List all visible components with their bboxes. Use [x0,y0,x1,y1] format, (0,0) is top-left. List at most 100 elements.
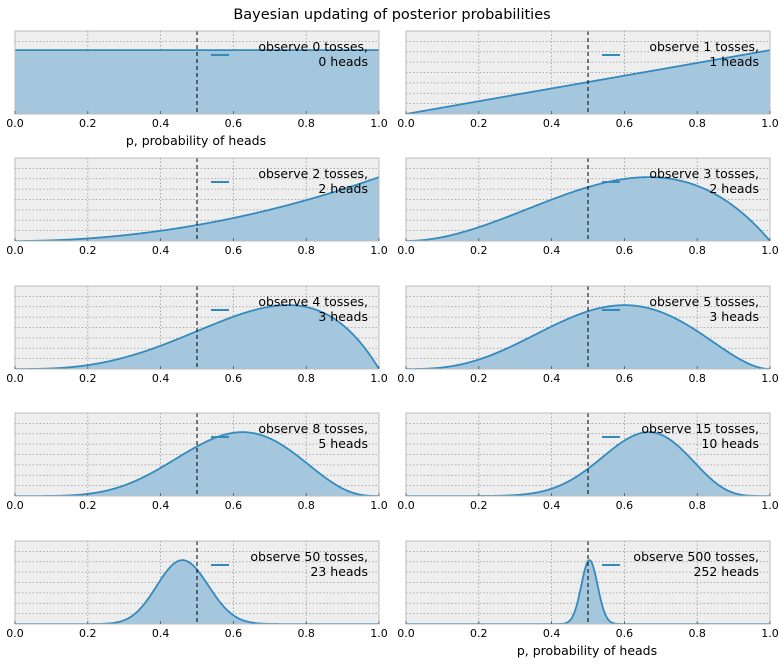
x-tick-label: 0.2 [470,627,488,640]
legend-label: 23 heads [310,564,368,579]
axes-frame [14,157,380,242]
axes-frame [14,540,380,625]
posterior-fill-area [406,50,770,114]
x-tick-label: 0.6 [225,499,243,512]
x-tick-label: 0.2 [470,372,488,385]
legend-label: 3 heads [318,309,368,324]
x-tick-label: 0.6 [616,244,634,257]
subplot-1-tosses: 0.0 0.2 0.4 0.6 0.8 1.0 observe 1 tosses, 1 he… [397,30,779,130]
axes-frame [405,157,771,242]
legend-label: 5 heads [318,436,368,451]
x-tick-label: 0.2 [470,117,488,130]
x-tick-label: 0.8 [688,372,706,385]
axes-frame [405,412,771,497]
x-tick-label: 0.4 [543,627,561,640]
x-tick-label: 0.4 [543,244,561,257]
x-tick-label: 0.0 [6,244,24,257]
x-tick-label: 0.0 [397,372,415,385]
subplot-50-tosses: 0.0 0.2 0.4 0.6 0.8 1.0 observe 50 tosses, 23 … [6,540,388,640]
x-tick-label: 0.6 [225,117,243,130]
x-tick-label: 0.6 [225,627,243,640]
legend: observe 3 tosses, 2 heads [602,166,759,196]
x-axis-label-left: p, probability of heads [126,133,266,148]
x-tick-label: 0.8 [688,117,706,130]
posterior-curve [15,176,379,241]
legend-label: observe 15 tosses, [641,421,759,436]
legend: observe 2 tosses, 2 heads [211,166,368,196]
legend: observe 5 tosses, 3 heads [602,294,759,324]
x-tick-label: 0.0 [6,499,24,512]
legend: observe 8 tosses, 5 heads [211,421,368,451]
legend-label: 1 heads [709,54,759,69]
legend-label: 0 heads [318,54,368,69]
x-axis-label-right: p, probability of heads [517,643,657,658]
x-tick-label: 0.6 [616,627,634,640]
x-tick-label: 0.0 [397,244,415,257]
x-tick-label: 1.0 [761,499,779,512]
x-tick-label: 0.2 [79,499,97,512]
axes-frame [405,30,771,115]
x-tick-label: 0.4 [152,627,170,640]
posterior-fill-area [406,432,770,496]
subplot-15-tosses: 0.0 0.2 0.4 0.6 0.8 1.0 observe 15 tosses, 10 … [397,412,779,512]
x-tick-label: 1.0 [761,372,779,385]
x-tick-label: 0.0 [397,627,415,640]
x-tick-label: 0.4 [152,499,170,512]
posterior-curve [15,431,379,496]
legend-label: observe 4 tosses, [258,294,368,309]
subplot-4-tosses: 0.0 0.2 0.4 0.6 0.8 1.0 observe 4 tosses, 3 he… [6,285,388,385]
x-tick-label: 1.0 [761,244,779,257]
x-tick-label: 1.0 [370,244,388,257]
subplot-8-tosses: 0.0 0.2 0.4 0.6 0.8 1.0 observe 8 tosses, 5 he… [6,412,388,512]
x-tick-label: 0.8 [688,499,706,512]
x-tick-label: 0.4 [543,372,561,385]
x-tick-label: 0.8 [297,244,315,257]
x-tick-label: 0.0 [6,627,24,640]
x-tick-label: 0.4 [152,244,170,257]
x-tick-label: 0.8 [297,372,315,385]
subplot-3-tosses: 0.0 0.2 0.4 0.6 0.8 1.0 observe 3 tosses, 2 he… [397,157,779,257]
x-tick-label: 0.4 [152,117,170,130]
x-tick-label: 1.0 [370,499,388,512]
x-tick-label: 0.6 [225,244,243,257]
x-tick-label: 0.0 [6,372,24,385]
legend-label: observe 0 tosses, [258,39,368,54]
x-tick-label: 0.8 [297,499,315,512]
x-tick-label: 0.2 [470,244,488,257]
x-tick-label: 1.0 [370,372,388,385]
legend-label: observe 1 tosses, [649,39,759,54]
x-tick-label: 1.0 [761,117,779,130]
x-tick-label: 0.6 [225,372,243,385]
posterior-curve [406,559,770,624]
x-tick-label: 0.6 [616,499,634,512]
axes-frame [14,30,380,115]
legend-label: observe 50 tosses, [250,549,368,564]
posterior-curve [406,304,770,369]
subplot-0-tosses: 0.0 0.2 0.4 0.6 0.8 1.0 observe 0 tosses, 0 he… [6,30,388,130]
x-tick-label: 1.0 [761,627,779,640]
subplot-500-tosses: 0.0 0.2 0.4 0.6 0.8 1.0 observe 500 tosses, 25… [397,540,779,640]
legend: observe 50 tosses, 23 heads [211,549,368,579]
subplot-grid: 0.0 0.2 0.4 0.6 0.8 1.0 observe 0 tosses, 0 he… [6,30,779,640]
legend: observe 4 tosses, 3 heads [211,294,368,324]
axes-frame [405,285,771,370]
legend-label: 3 heads [709,309,759,324]
x-tick-label: 0.0 [6,117,24,130]
x-tick-label: 0.4 [543,117,561,130]
x-tick-label: 0.0 [397,117,415,130]
legend-label: 2 heads [318,181,368,196]
x-tick-label: 0.2 [79,244,97,257]
legend: observe 15 tosses, 10 heads [602,421,759,451]
legend-label: observe 5 tosses, [649,294,759,309]
legend-label: 2 heads [709,181,759,196]
x-tick-label: 0.2 [79,372,97,385]
x-tick-label: 0.6 [616,117,634,130]
axes-frame [405,540,771,625]
legend: observe 1 tosses, 1 heads [602,39,759,69]
legend: observe 500 tosses, 252 heads [602,549,759,579]
posterior-fill-area [15,177,379,241]
x-tick-label: 0.2 [470,499,488,512]
x-tick-label: 0.8 [297,117,315,130]
figure-title: Bayesian updating of posterior probabili… [233,7,550,23]
